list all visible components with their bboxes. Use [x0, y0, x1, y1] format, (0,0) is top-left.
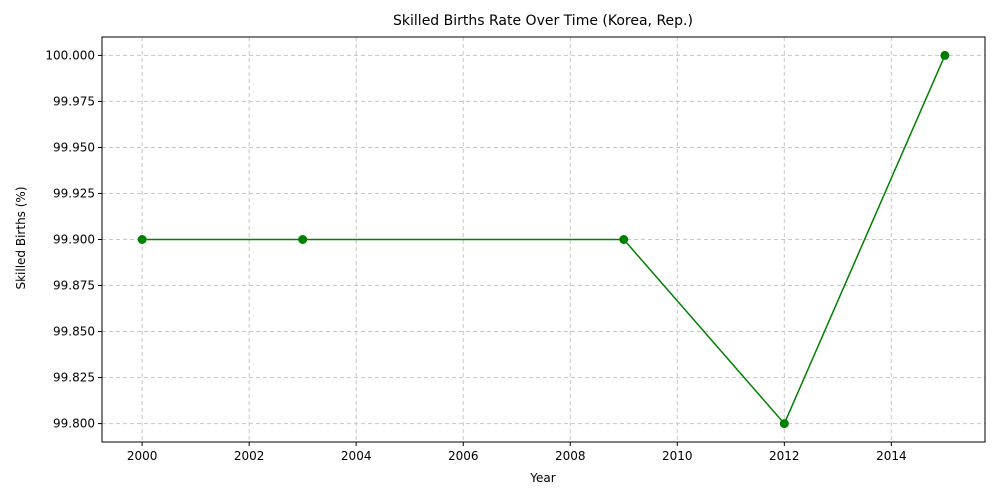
x-axis-label: Year [529, 471, 555, 485]
y-tick-label: 99.825 [53, 371, 95, 385]
x-tick-label: 2006 [448, 449, 479, 463]
data-point [298, 235, 308, 244]
data-point [619, 235, 629, 244]
y-tick-label: 99.975 [53, 94, 95, 108]
chart-title: Skilled Births Rate Over Time (Korea, Re… [393, 13, 693, 29]
data-point [940, 50, 950, 60]
x-tick-label: 2004 [341, 449, 372, 463]
y-tick-label: 99.850 [53, 325, 95, 339]
x-tick-label: 2000 [127, 449, 158, 463]
grid-lines [102, 37, 985, 442]
data-point [137, 235, 147, 244]
y-tick-label: 99.925 [53, 186, 95, 200]
x-tick-label: 2002 [234, 449, 265, 463]
x-tick-label: 2010 [662, 449, 693, 463]
y-tick-label: 99.900 [53, 233, 95, 247]
y-tick-label: 99.875 [53, 279, 95, 293]
x-tick-label: 2014 [876, 449, 907, 463]
series-layer [137, 50, 950, 429]
y-tick-label: 99.950 [53, 140, 95, 154]
y-tick-label: 99.800 [53, 417, 95, 431]
x-tick-label: 2008 [555, 449, 586, 463]
y-axis: 99.800 99.825 99.850 99.875 99.900 99.925 99.9… [45, 48, 102, 431]
y-tick-label: 100.000 [45, 48, 95, 62]
y-axis-label: Skilled Births (%) [14, 186, 28, 289]
x-axis: 2000 2002 2004 2006 2008 2010 2012 2014 [127, 442, 907, 463]
data-point [779, 419, 789, 429]
x-tick-label: 2012 [769, 449, 800, 463]
